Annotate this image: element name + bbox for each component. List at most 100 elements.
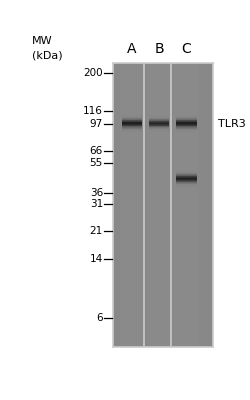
Bar: [149, 118, 170, 119]
Bar: [176, 166, 197, 167]
Bar: [122, 123, 142, 124]
Bar: [176, 196, 197, 197]
Bar: [176, 184, 197, 185]
Bar: [149, 115, 170, 116]
Bar: [176, 194, 197, 195]
Bar: [149, 134, 170, 135]
Bar: [122, 120, 142, 121]
Bar: [176, 137, 197, 138]
Bar: [176, 191, 197, 192]
Bar: [176, 129, 197, 130]
Bar: [174, 64, 198, 347]
Bar: [122, 141, 142, 142]
Bar: [149, 108, 170, 109]
Bar: [122, 105, 142, 106]
Bar: [176, 110, 197, 111]
Text: 116: 116: [83, 106, 103, 116]
Bar: [176, 162, 197, 163]
Bar: [120, 64, 144, 347]
Bar: [122, 113, 142, 114]
Bar: [176, 116, 197, 117]
Bar: [176, 133, 197, 134]
Bar: [149, 139, 170, 140]
Bar: [122, 134, 142, 135]
Bar: [149, 137, 170, 138]
Bar: [176, 187, 197, 188]
Bar: [176, 120, 197, 121]
Bar: [176, 173, 197, 174]
Bar: [122, 121, 142, 122]
Text: 200: 200: [83, 68, 103, 78]
Bar: [176, 115, 197, 116]
Bar: [122, 109, 142, 110]
Bar: [149, 107, 170, 108]
Bar: [122, 104, 142, 105]
Bar: [176, 182, 197, 183]
Bar: [149, 125, 170, 126]
Bar: [176, 186, 197, 187]
Bar: [176, 195, 197, 196]
Text: 21: 21: [90, 226, 103, 236]
Bar: [176, 107, 197, 108]
Text: B: B: [154, 42, 164, 56]
Bar: [176, 117, 197, 118]
Bar: [176, 172, 197, 173]
Bar: [176, 188, 197, 189]
Bar: [176, 134, 197, 135]
Bar: [176, 109, 197, 110]
Bar: [149, 138, 170, 139]
Bar: [149, 117, 170, 118]
Bar: [176, 140, 197, 141]
Text: 14: 14: [90, 254, 103, 264]
Bar: [176, 139, 197, 140]
Bar: [176, 112, 197, 113]
Bar: [176, 190, 197, 191]
Bar: [176, 121, 197, 122]
Bar: [149, 114, 170, 115]
Bar: [176, 197, 197, 198]
Bar: [176, 136, 197, 137]
Bar: [122, 140, 142, 141]
Bar: [176, 178, 197, 179]
Bar: [176, 175, 197, 176]
Bar: [176, 128, 197, 129]
Bar: [176, 143, 197, 144]
Bar: [176, 164, 197, 165]
Text: 31: 31: [90, 198, 103, 208]
Bar: [122, 112, 142, 113]
Bar: [149, 141, 170, 142]
Text: 36: 36: [90, 188, 103, 198]
Bar: [176, 159, 197, 160]
Bar: [176, 170, 197, 171]
Bar: [122, 116, 142, 117]
Bar: [149, 110, 170, 111]
Bar: [122, 136, 142, 137]
Text: A: A: [127, 42, 137, 56]
Bar: [149, 129, 170, 130]
Bar: [176, 126, 197, 127]
Text: 6: 6: [96, 314, 103, 324]
Bar: [176, 108, 197, 109]
Bar: [149, 135, 170, 136]
Bar: [176, 165, 197, 166]
Bar: [122, 114, 142, 115]
Bar: [176, 142, 197, 143]
Bar: [122, 106, 142, 107]
Bar: [149, 128, 170, 129]
Bar: [149, 120, 170, 121]
Text: (kDa): (kDa): [32, 50, 63, 60]
Text: 97: 97: [90, 119, 103, 129]
Bar: [176, 119, 197, 120]
Bar: [122, 122, 142, 123]
Bar: [176, 114, 197, 115]
Bar: [122, 108, 142, 109]
Bar: [176, 193, 197, 194]
Bar: [176, 124, 197, 125]
Text: TLR3: TLR3: [218, 119, 246, 129]
Bar: [149, 132, 170, 133]
Bar: [176, 179, 197, 180]
Bar: [122, 137, 142, 138]
Bar: [176, 118, 197, 119]
Bar: [176, 198, 197, 199]
Bar: [149, 123, 170, 124]
